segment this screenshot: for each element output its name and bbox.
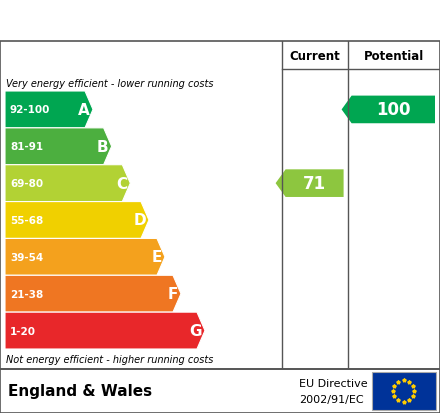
Polygon shape	[341, 96, 435, 124]
Text: Very energy efficient - lower running costs: Very energy efficient - lower running co…	[6, 79, 213, 89]
Polygon shape	[5, 275, 181, 312]
Polygon shape	[5, 165, 130, 202]
Text: 71: 71	[303, 175, 326, 193]
Text: E: E	[152, 250, 162, 265]
Text: Energy Efficiency Rating: Energy Efficiency Rating	[11, 11, 299, 31]
Text: B: B	[97, 140, 109, 154]
Text: 55-68: 55-68	[10, 216, 43, 225]
Text: Current: Current	[289, 50, 340, 62]
Text: C: C	[116, 176, 127, 191]
Text: EU Directive: EU Directive	[299, 378, 368, 388]
Polygon shape	[5, 239, 165, 275]
Text: 39-54: 39-54	[10, 252, 43, 262]
Text: England & Wales: England & Wales	[8, 384, 152, 399]
Bar	[372, 372, 436, 410]
Text: 1-20: 1-20	[10, 326, 36, 336]
Text: A: A	[78, 103, 90, 118]
Text: 2002/91/EC: 2002/91/EC	[299, 394, 364, 404]
Text: Potential: Potential	[364, 50, 424, 62]
Polygon shape	[275, 170, 344, 197]
Text: D: D	[133, 213, 146, 228]
Text: 92-100: 92-100	[10, 105, 50, 115]
Text: G: G	[190, 323, 202, 338]
Text: F: F	[168, 287, 178, 301]
Text: Not energy efficient - higher running costs: Not energy efficient - higher running co…	[6, 354, 213, 364]
Text: 69-80: 69-80	[10, 179, 43, 189]
Polygon shape	[5, 202, 149, 239]
Text: 81-91: 81-91	[10, 142, 43, 152]
Text: 21-38: 21-38	[10, 289, 43, 299]
Polygon shape	[5, 128, 112, 165]
Polygon shape	[5, 312, 205, 349]
Polygon shape	[5, 92, 93, 128]
Text: 100: 100	[376, 101, 411, 119]
